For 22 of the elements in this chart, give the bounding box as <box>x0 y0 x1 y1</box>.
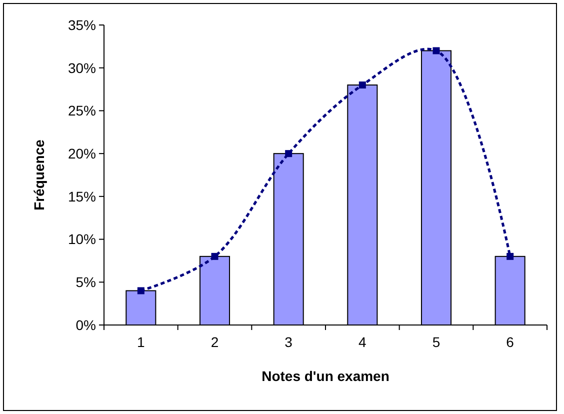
x-tick-label: 6 <box>506 334 514 350</box>
x-tick-label: 3 <box>284 334 293 350</box>
y-tick-label: 20% <box>68 145 96 162</box>
y-tick-label: 15% <box>68 188 96 204</box>
point <box>285 150 292 158</box>
y-tick-label: 5% <box>76 274 96 290</box>
y-tick-label: 0% <box>76 316 96 333</box>
point <box>432 47 440 54</box>
point <box>358 82 366 88</box>
point <box>211 252 218 260</box>
y-axis-title: Fréquence <box>31 139 47 210</box>
point <box>506 252 514 260</box>
point <box>137 287 144 294</box>
x-tick-label: 1 <box>137 334 146 350</box>
y-tick-label: 30% <box>68 60 96 76</box>
y-tick-label: 35% <box>68 16 96 33</box>
x-tick-label: 2 <box>210 334 219 350</box>
y-tick-label: 25% <box>68 102 96 119</box>
y-tick-label: 10% <box>68 231 96 248</box>
x-tick-label: 5 <box>432 334 440 350</box>
x-tick-label: 4 <box>358 334 367 350</box>
x-axis-title: Notes d'un examen <box>262 368 390 384</box>
